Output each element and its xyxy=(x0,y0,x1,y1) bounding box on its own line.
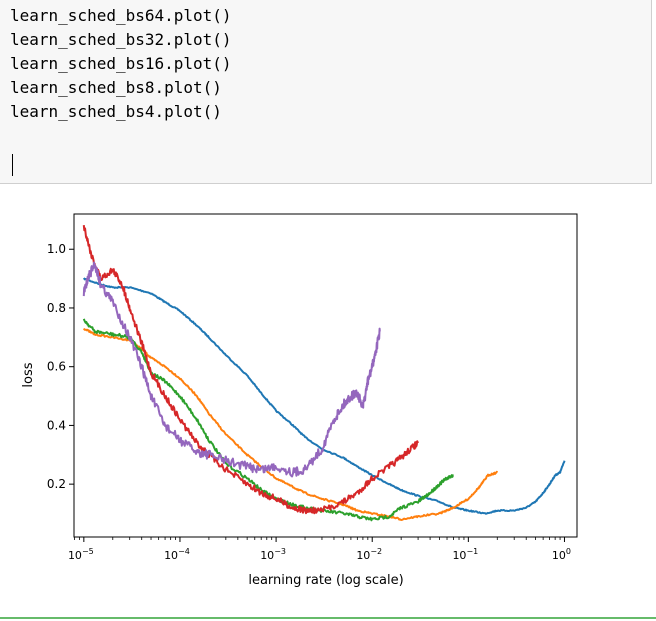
x-tick-label: 10−4 xyxy=(164,547,190,562)
code-line: learn_sched_bs16.plot() xyxy=(10,54,232,73)
x-tick-label: 10−5 xyxy=(68,547,94,562)
code-cell[interactable]: learn_sched_bs64.plot() learn_sched_bs32… xyxy=(0,0,652,184)
code-line: learn_sched_bs64.plot() xyxy=(10,6,232,25)
code-line: learn_sched_bs32.plot() xyxy=(10,30,232,49)
text-caret xyxy=(12,154,13,176)
y-tick-label: 0.8 xyxy=(47,301,66,315)
series-line-3 xyxy=(82,318,455,522)
series-line-2 xyxy=(82,327,499,521)
y-tick-label: 1.0 xyxy=(47,242,66,256)
y-tick-label: 0.4 xyxy=(47,418,66,432)
y-tick-label: 0.2 xyxy=(47,477,66,491)
series-line-1 xyxy=(82,277,566,515)
x-tick-label: 10−3 xyxy=(260,547,286,562)
cell-output: 0.2 0.4 0.6 0.8 1.0 10−5 10−4 10−3 10−2 10−1 100 l… xyxy=(0,184,656,617)
code-line: learn_sched_bs4.plot() xyxy=(10,102,222,121)
plot-frame xyxy=(73,213,578,538)
x-tick-label: 10−2 xyxy=(356,547,382,562)
axes-layer: 0.2 0.4 0.6 0.8 1.0 10−5 10−4 10−3 10−2 10−1 100 xyxy=(47,242,571,562)
cell-selected-border xyxy=(0,617,656,619)
code-line: learn_sched_bs8.plot() xyxy=(10,78,222,97)
y-tick-label: 0.6 xyxy=(47,360,66,374)
loss-vs-lr-chart: 0.2 0.4 0.6 0.8 1.0 10−5 10−4 10−3 10−2 10−1 100 l… xyxy=(21,213,578,588)
series-layer xyxy=(82,225,566,522)
y-axis-label: loss xyxy=(21,362,36,387)
series-line-4 xyxy=(82,225,419,515)
series-line-5 xyxy=(82,261,381,478)
code-editor[interactable]: learn_sched_bs64.plot() learn_sched_bs32… xyxy=(10,4,232,124)
x-tick-label: 10−1 xyxy=(452,547,478,562)
x-axis-label: learning rate (log scale) xyxy=(248,573,403,588)
x-tick-label: 100 xyxy=(552,547,571,562)
